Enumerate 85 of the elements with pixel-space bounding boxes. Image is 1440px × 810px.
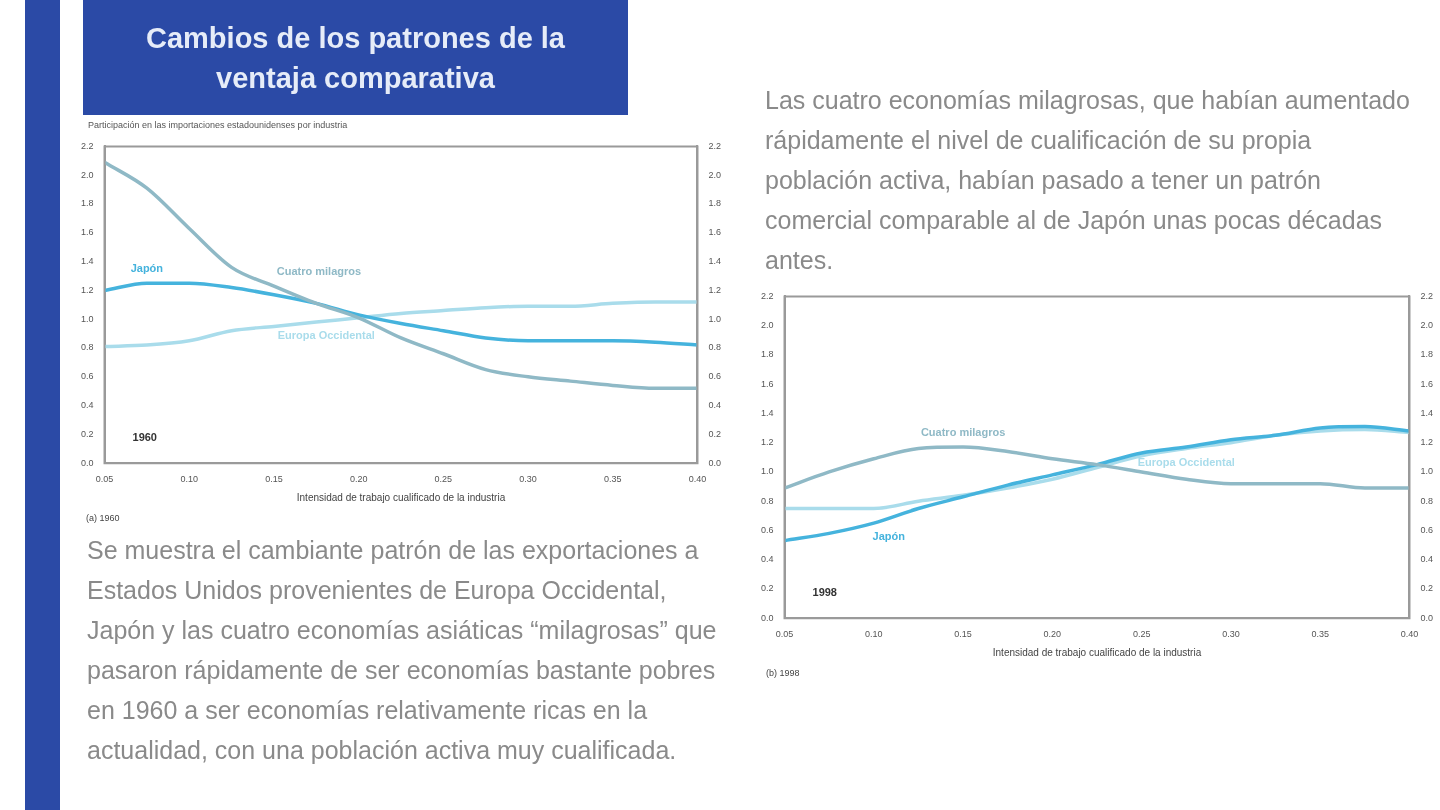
series-label: Cuatro milagros	[920, 426, 1006, 439]
x-tick-label: 0.10	[865, 629, 883, 640]
y2-tick-label: 0.8	[708, 342, 721, 353]
y-tick-label: 1.6	[81, 227, 94, 238]
y-tick-label: 0.2	[81, 428, 94, 439]
y-tick-label: 2.0	[761, 320, 774, 331]
y2-tick-label: 1.2	[1420, 437, 1433, 448]
y-tick-label: 1.8	[81, 198, 94, 209]
y2-tick-label: 1.4	[708, 256, 721, 267]
x-axis-title: Intensidad de trabajo cualificado de la industria	[296, 491, 506, 503]
x-tick-label: 0.30	[1222, 629, 1240, 640]
x-tick-label: 0.05	[775, 629, 794, 640]
y2-tick-label: 1.6	[1420, 378, 1433, 389]
text: (b) 1998	[766, 668, 800, 678]
series-label: Japón	[872, 530, 906, 543]
y-tick-label: 1.6	[761, 378, 774, 389]
y2-tick-label: 1.0	[1420, 466, 1433, 477]
chart-subtitle: Participación en las importaciones estadounidenses por industria	[88, 120, 348, 130]
y-tick-label: 0.0	[81, 457, 94, 468]
line-series	[104, 160, 698, 391]
line-series	[784, 445, 1410, 490]
x-tick-label: 0.05	[95, 474, 114, 485]
y-tick-label: 2.0	[81, 169, 94, 180]
y-tick-label: 0.2	[761, 583, 774, 594]
y2-tick-label: 0.4	[1420, 554, 1433, 565]
series-label: Europa Occidental	[277, 329, 375, 342]
x-tick-label: 0.30	[519, 474, 537, 485]
y-tick-label: 0.4	[81, 400, 94, 411]
line-series	[104, 300, 698, 349]
chart-title: Cambios de los patrones de la ventaja comparativa	[83, 0, 628, 115]
x-tick-label: 0.20	[349, 474, 368, 485]
y2-tick-label: 0.0	[708, 457, 721, 468]
y-tick-label: 0.8	[81, 342, 94, 353]
text: Se muestra el cambiante patrón de las exportaciones a Estados Unidos provenientes de Europa Occidental, Japón y las cuatro economías asiáticas “milagrosas” que pasaron rápidamente de ser economías bastante pobres en 1960 a ser economías relativamente ricas en la actualidad, con una población activa muy cualificada.	[87, 535, 718, 766]
series-label: Japón	[130, 262, 164, 275]
x-tick-label: 0.20	[1043, 629, 1062, 640]
line-series	[104, 281, 698, 347]
series-label: Cuatro milagros	[276, 265, 362, 278]
y-tick-label: 1.2	[81, 284, 94, 295]
y2-tick-label: 2.2	[1420, 290, 1433, 301]
text: Las cuatro economías milagrosas, que habían aumentado rápidamente el nivel de cualificación de su propia población activa, habían pasado a tener un patrón comercial comparable al de Japón unas pocas décadas antes.	[765, 85, 1411, 276]
x-tick-label: 0.25	[434, 474, 453, 485]
y2-tick-label: 0.8	[1420, 495, 1433, 506]
y-tick-label: 1.0	[761, 466, 774, 477]
y-tick-label: 2.2	[761, 290, 774, 301]
y2-tick-label: 0.4	[708, 400, 721, 411]
x-tick-label: 0.10	[180, 474, 198, 485]
y2-tick-label: 0.0	[1420, 612, 1433, 623]
annotation: 1998	[812, 586, 837, 599]
y-tick-label: 1.8	[761, 349, 774, 360]
x-tick-label: 0.40	[688, 474, 707, 485]
y-tick-label: 0.6	[761, 524, 774, 535]
x-tick-label: 0.40	[1400, 629, 1419, 640]
y-tick-label: 1.4	[761, 407, 774, 418]
y2-tick-label: 1.0	[708, 313, 721, 324]
y-tick-label: 1.2	[761, 437, 774, 448]
y-tick-label: 0.6	[81, 371, 94, 382]
y2-tick-label: 0.2	[1420, 583, 1433, 594]
y-tick-label: 1.4	[81, 256, 94, 267]
line-series	[784, 424, 1410, 543]
y-tick-label: 0.0	[761, 612, 774, 623]
y2-tick-label: 2.2	[708, 140, 721, 151]
y2-tick-label: 2.0	[708, 169, 721, 180]
text: (a) 1960	[86, 513, 120, 523]
annotation: 1960	[132, 431, 157, 444]
y2-tick-label: 0.6	[708, 371, 721, 382]
x-tick-label: 0.35	[1311, 629, 1329, 640]
y2-tick-label: 1.2	[708, 284, 721, 295]
y-tick-label: 0.8	[761, 495, 774, 506]
y2-tick-label: 1.4	[1420, 407, 1433, 418]
y2-tick-label: 0.6	[1420, 524, 1433, 535]
x-tick-label: 0.15	[954, 629, 972, 640]
y2-tick-label: 0.2	[708, 428, 721, 439]
y-tick-label: 1.0	[81, 313, 94, 324]
y-tick-label: 2.2	[81, 140, 94, 151]
x-axis-title: Intensidad de trabajo cualificado de la industria	[992, 646, 1202, 658]
x-tick-label: 0.35	[604, 474, 622, 485]
y-tick-label: 0.4	[761, 554, 774, 565]
x-tick-label: 0.25	[1132, 629, 1151, 640]
y2-tick-label: 1.6	[708, 227, 721, 238]
y2-tick-label: 2.0	[1420, 320, 1433, 331]
series-label: Europa Occidental	[1137, 455, 1235, 468]
y2-tick-label: 1.8	[708, 198, 721, 209]
y2-tick-label: 1.8	[1420, 349, 1433, 360]
x-tick-label: 0.15	[265, 474, 283, 485]
